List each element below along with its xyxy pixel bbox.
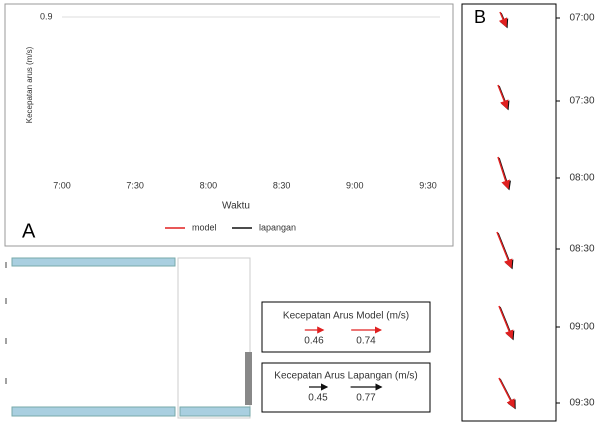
x-tick-label: 9:00: [346, 180, 364, 190]
map: [5, 257, 252, 419]
model-arrow: [496, 231, 513, 269]
legend-box: [261, 301, 431, 353]
legend-box: [261, 362, 431, 413]
model-arrow: [498, 377, 515, 409]
legend-title: Kecepatan Arus Lapangan (m/s): [274, 371, 417, 382]
panel-label: B: [474, 7, 486, 27]
legend-value: 0.74: [356, 336, 376, 347]
time-label: 09:30: [569, 398, 594, 409]
legend-title: Kecepatan Arus Model (m/s): [283, 311, 409, 322]
x-tick-label: 7:30: [126, 180, 144, 190]
y-tick-label: 0.9: [40, 11, 53, 21]
model-arrow: [497, 84, 509, 110]
time-label: 09:00: [569, 322, 594, 333]
time-label: 08:30: [569, 244, 594, 255]
time-label: 07:00: [569, 13, 594, 24]
x-tick-label: 9:30: [419, 180, 437, 190]
x-tick-label: 7:00: [53, 180, 71, 190]
panel-a-frame: [4, 3, 454, 247]
model-arrow: [498, 305, 514, 340]
legend-value: 0.77: [356, 393, 376, 404]
time-label: 07:30: [569, 96, 594, 107]
panel-b-frame: [461, 3, 557, 422]
panel-label: A: [22, 220, 36, 242]
legend-label: lapangan: [259, 222, 296, 232]
x-tick-label: 8:00: [200, 180, 218, 190]
model-arrow: [498, 11, 508, 28]
model-arrow: [497, 156, 510, 190]
x-tick-label: 8:30: [273, 180, 291, 190]
legend-value: 0.45: [308, 393, 328, 404]
x-axis-label: Waktu: [222, 201, 250, 212]
y-axis-label: Kecepatan arus (m/s): [25, 46, 34, 123]
time-label: 08:00: [569, 173, 594, 184]
legend-label: model: [192, 222, 217, 232]
legend-value: 0.46: [304, 336, 324, 347]
